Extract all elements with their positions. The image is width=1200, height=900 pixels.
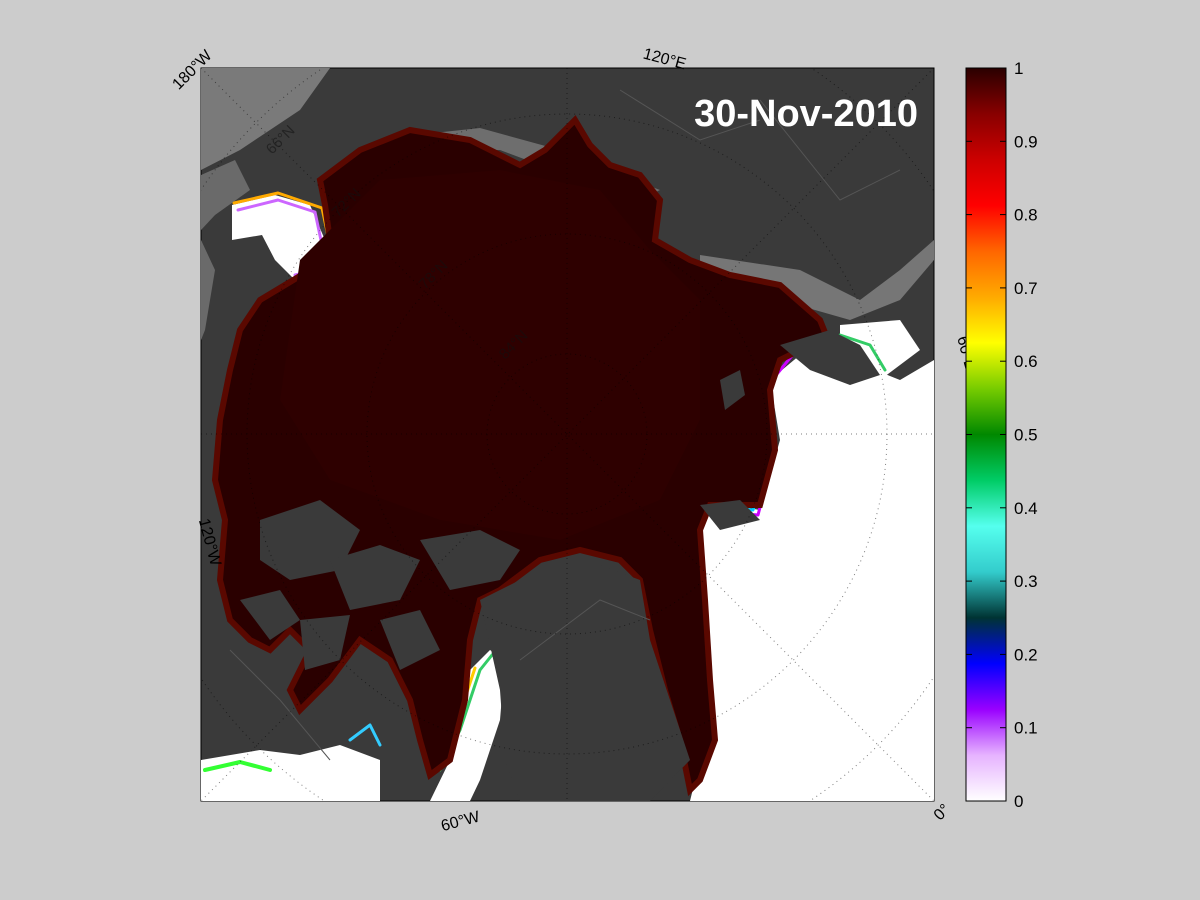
colorbar: 0 0.1 0.2 0.3 0.4 0.5 0.6 0.7 0.8 0.9 1 — [965, 59, 1038, 811]
colorbar-tick-label: 0 — [1014, 792, 1023, 811]
sea-ice-interior — [280, 170, 700, 540]
greenland-land — [480, 565, 690, 801]
graticule — [201, 68, 934, 801]
colorbar-tick-label: 0.2 — [1014, 645, 1038, 664]
colorbar-tick-label: 0.1 — [1014, 719, 1038, 738]
island-svalbard — [720, 370, 745, 410]
lon-label-0: 0° — [931, 801, 954, 824]
colorbar-tick-label: 0.9 — [1014, 132, 1038, 151]
date-label: 30-Nov-2010 — [694, 93, 918, 135]
map-panel: 66°N 72°N 78°N 84°N 30-Nov-2010 — [200, 67, 935, 802]
open-water-atlantic — [690, 355, 934, 801]
colorbar-tick-label: 1 — [1014, 59, 1023, 78]
colorbar-tick-label: 0.8 — [1014, 206, 1038, 225]
colorbar-tick-label: 0.4 — [1014, 499, 1038, 518]
land-region-left-edge — [201, 160, 250, 230]
colorbar-tick-label: 0.3 — [1014, 572, 1038, 591]
island-franz-josef — [700, 500, 760, 530]
open-water-bottom-left — [201, 745, 380, 801]
canadian-archipelago — [240, 500, 560, 670]
coastline-details — [229, 89, 901, 761]
colorbar-tick-label: 0.7 — [1014, 279, 1038, 298]
colorbar-tick-label: 0.6 — [1014, 352, 1038, 371]
colorbar-tick-label: 0.5 — [1014, 426, 1038, 445]
colorbar-gradient — [965, 67, 1007, 802]
lon-label-60w: 60°W — [439, 808, 482, 835]
grey-coastal-fringe-east — [700, 240, 934, 320]
colorbar-ticks: 0 0.1 0.2 0.3 0.4 0.5 0.6 0.7 0.8 0.9 1 — [966, 59, 1038, 811]
island-novaya-zemlya — [780, 330, 880, 385]
land-region-upper-left — [201, 68, 330, 170]
land-region-left-coast — [201, 240, 215, 340]
